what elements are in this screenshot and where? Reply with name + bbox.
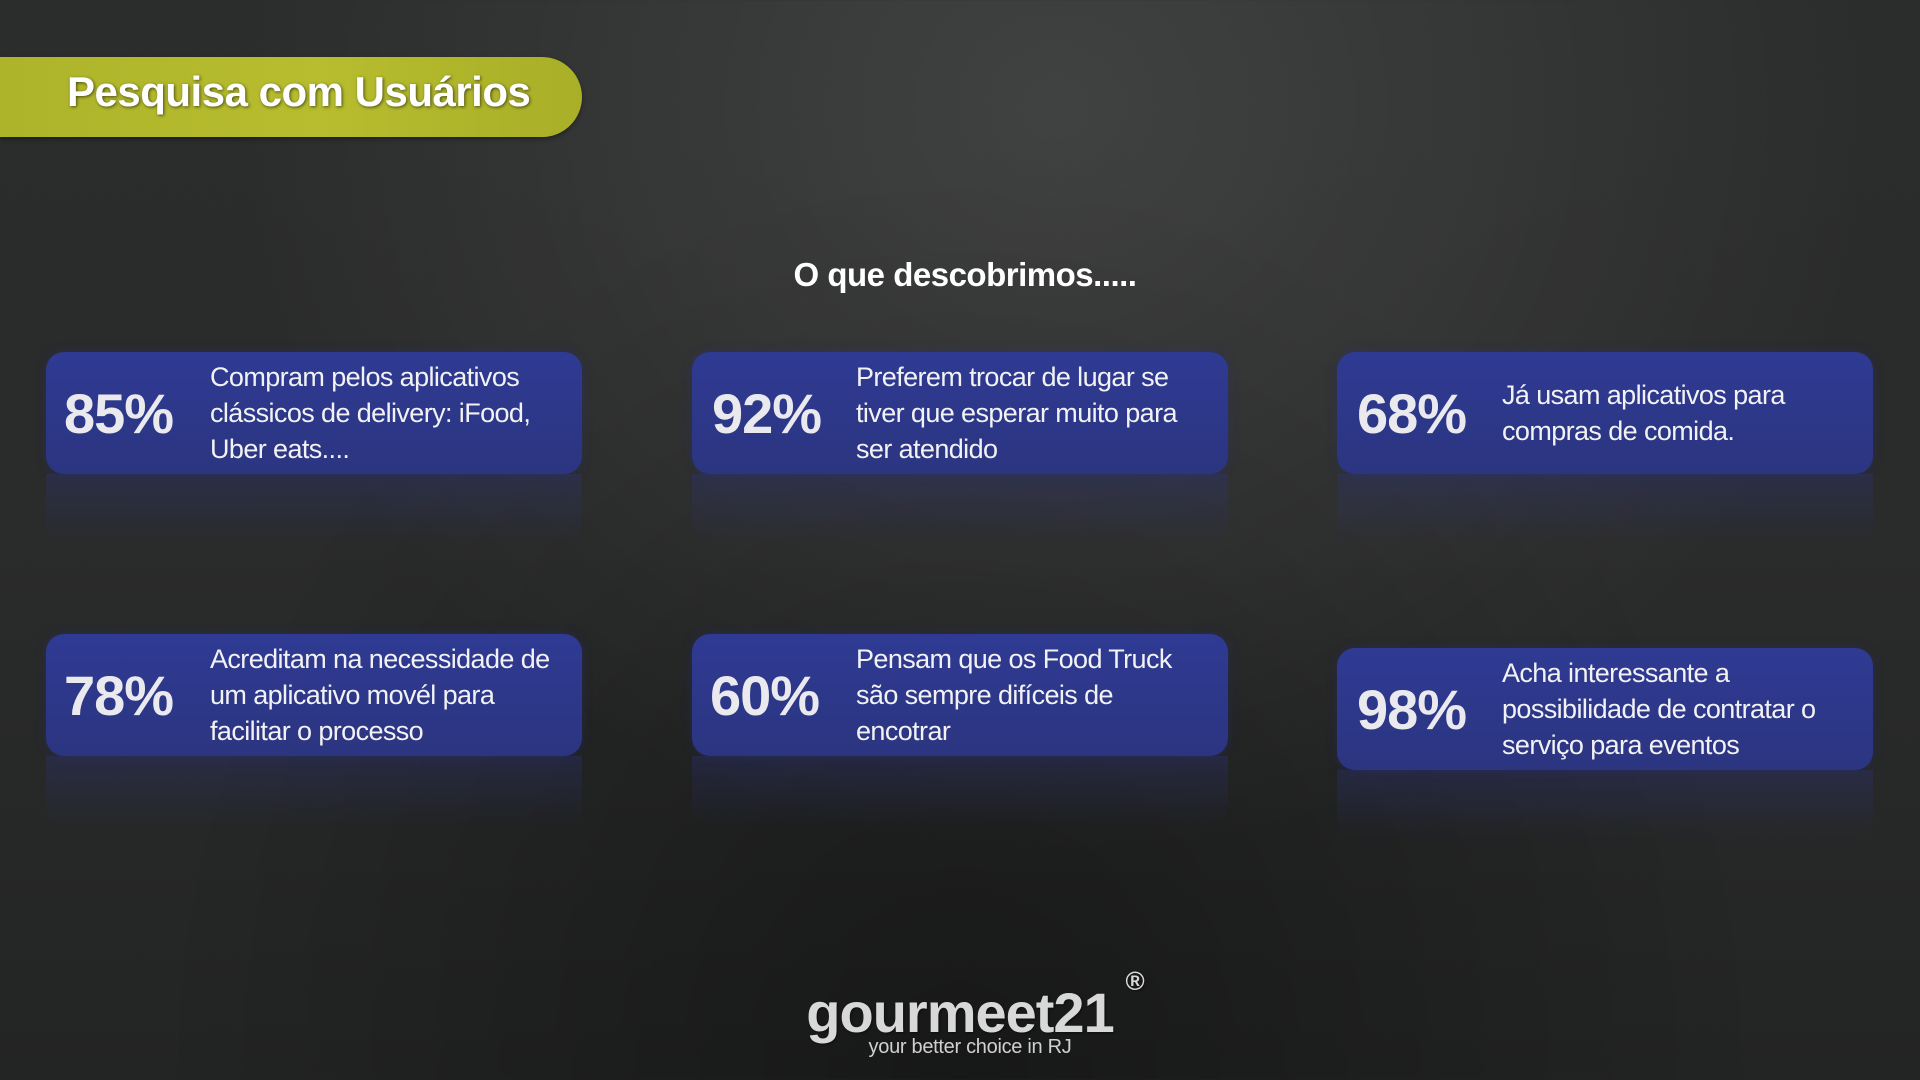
logo-tagline: your better choice in RJ <box>868 1036 1072 1058</box>
stat-description: Acha interessante a possibilidade de con… <box>1502 658 1816 760</box>
section-subtitle: O que descobrimos..... <box>793 256 1137 293</box>
stat-percent: 92% <box>712 381 822 445</box>
stat-description: Pensam que os Food Truck são sempre difí… <box>856 644 1172 746</box>
stat-card-2: 92% Preferem trocar de lugar se tiver qu… <box>692 352 1228 544</box>
stat-card-1: 85% Compram pelos aplicativos clássicos … <box>46 352 582 544</box>
stat-percent: 78% <box>64 663 174 727</box>
stat-percent: 85% <box>64 381 174 445</box>
registered-mark: ® <box>1125 966 1145 996</box>
brand-logo: gourmeet21 ® <box>0 966 1920 1045</box>
page-title: Pesquisa com Usuários <box>67 68 531 115</box>
stat-card-5: 60% Pensam que os Food Truck são sempre … <box>692 634 1228 826</box>
logo-name: gourmeet21 <box>806 981 1114 1044</box>
stat-description: Acreditam na necessidade de um aplicativ… <box>210 644 550 746</box>
stat-card-3: 68% Já usam aplicativos para compras de … <box>1337 352 1873 544</box>
stat-percent: 68% <box>1357 381 1467 445</box>
logo-wordmark: gourmeet21 ® <box>806 966 1144 1045</box>
stat-description: Compram pelos aplicativos clássicos de d… <box>210 362 531 464</box>
stat-card-4: 78% Acreditam na necessidade de um aplic… <box>46 634 582 826</box>
stat-percent: 98% <box>1357 677 1467 741</box>
stat-description: Preferem trocar de lugar se tiver que es… <box>856 362 1177 464</box>
stat-description: Já usam aplicativos para compras de comi… <box>1502 380 1785 446</box>
title-banner <box>0 57 582 137</box>
stat-percent: 60% <box>710 663 820 727</box>
stat-card-6: 98% Acha interessante a possibilidade de… <box>1337 648 1873 840</box>
